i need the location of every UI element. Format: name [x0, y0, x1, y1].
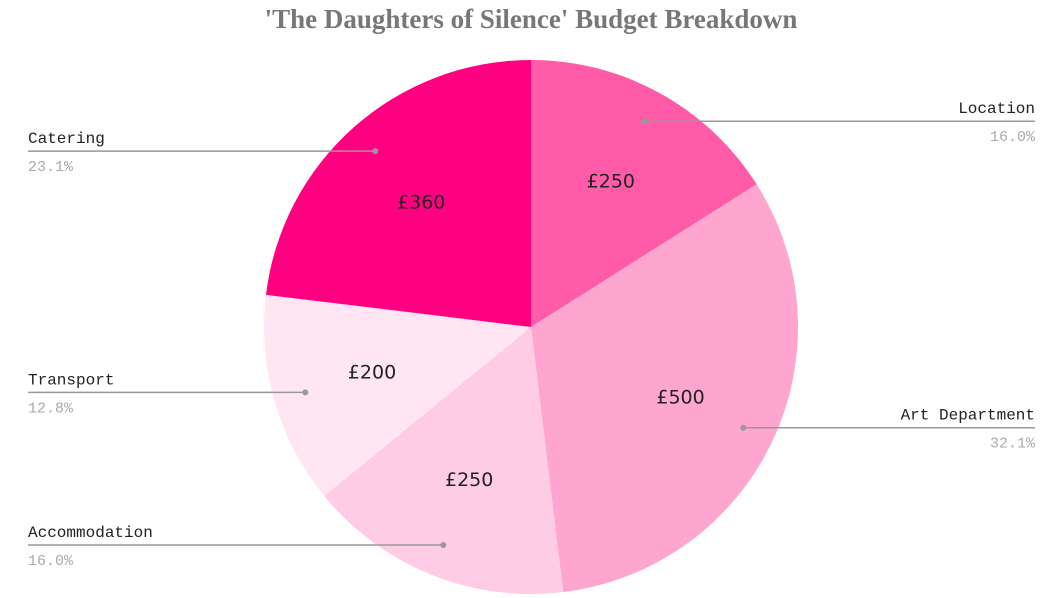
- pie-slice: [324, 327, 564, 594]
- leader-dot: [440, 541, 447, 548]
- value-label: £200: [348, 362, 396, 384]
- percent-label: 32.1%: [990, 436, 1036, 453]
- leader-dot: [641, 118, 648, 125]
- value-label: £360: [397, 192, 445, 214]
- legend-label: Location: [958, 100, 1035, 118]
- legend-label: Art Department: [901, 407, 1035, 425]
- legend-label: Transport: [28, 371, 114, 389]
- legend-label: Accommodation: [28, 524, 153, 542]
- value-label: £250: [445, 469, 493, 491]
- pie-slice: [531, 60, 757, 327]
- legend-label: Catering: [28, 130, 105, 148]
- chart-title: 'The Daughters of Silence' Budget Breakd…: [265, 4, 798, 34]
- percent-label: 23.1%: [28, 159, 74, 176]
- value-label: £250: [587, 171, 635, 193]
- percent-label: 12.8%: [28, 400, 74, 417]
- pie-slice: [531, 184, 798, 593]
- leader-dot: [302, 389, 309, 396]
- percent-label: 16.0%: [28, 553, 74, 570]
- leader-dot: [740, 424, 747, 431]
- percent-label: 16.0%: [990, 129, 1036, 146]
- pie-slice: [265, 60, 531, 327]
- leader-dot: [372, 148, 379, 155]
- value-label: £500: [656, 386, 704, 408]
- pie-slice: [263, 294, 531, 496]
